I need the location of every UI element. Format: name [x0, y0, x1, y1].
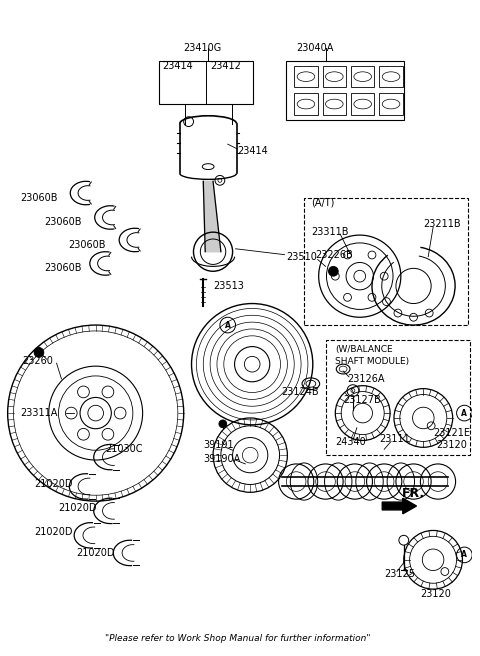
Text: 23120: 23120: [436, 440, 467, 451]
Text: 23211B: 23211B: [423, 219, 461, 230]
Text: 23412: 23412: [210, 61, 241, 71]
Bar: [379, 93, 403, 115]
Text: 21020D: 21020D: [76, 548, 115, 558]
Text: 39191: 39191: [203, 440, 234, 451]
Text: 23124B: 23124B: [281, 386, 319, 397]
Text: 21020D: 21020D: [34, 527, 72, 537]
Bar: [325, 340, 470, 455]
Bar: [159, 61, 253, 104]
Text: 23060B: 23060B: [44, 263, 81, 274]
Text: (W/BALANCE: (W/BALANCE: [336, 345, 393, 354]
Bar: [304, 198, 468, 325]
Bar: [323, 66, 346, 87]
Text: A: A: [225, 321, 231, 329]
Text: 39190A: 39190A: [203, 454, 240, 464]
Text: 23121E: 23121E: [433, 428, 470, 438]
Text: 23127B: 23127B: [343, 396, 381, 405]
FancyArrow shape: [382, 498, 417, 514]
Bar: [351, 93, 374, 115]
Text: 21020D: 21020D: [34, 478, 72, 489]
Text: 23126A: 23126A: [347, 374, 384, 384]
Circle shape: [34, 348, 44, 358]
Circle shape: [219, 420, 227, 428]
Text: A: A: [461, 409, 468, 418]
Text: 23125: 23125: [384, 569, 415, 579]
Bar: [294, 93, 318, 115]
Text: 23513: 23513: [213, 281, 244, 291]
Text: 23226B: 23226B: [316, 250, 353, 260]
Text: 23260: 23260: [23, 356, 53, 366]
Text: A: A: [461, 550, 468, 560]
Text: 23040A: 23040A: [296, 43, 334, 53]
Text: 23060B: 23060B: [44, 217, 81, 228]
Text: (A/T): (A/T): [311, 198, 334, 208]
Bar: [351, 66, 374, 87]
Text: 24340: 24340: [336, 438, 366, 447]
Text: 23060B: 23060B: [20, 193, 58, 203]
Text: 23410G: 23410G: [184, 43, 222, 53]
Bar: [294, 66, 318, 87]
Text: FR.: FR.: [402, 487, 425, 500]
Text: 23311B: 23311B: [311, 227, 348, 237]
Text: 21030C: 21030C: [106, 444, 143, 454]
Text: 23414: 23414: [162, 61, 193, 71]
Bar: [379, 66, 403, 87]
Circle shape: [328, 266, 338, 276]
Text: 23111: 23111: [379, 434, 410, 445]
Polygon shape: [203, 181, 221, 252]
Text: 23510: 23510: [287, 252, 317, 262]
Text: 21020D: 21020D: [59, 503, 97, 513]
Text: 23060B: 23060B: [68, 240, 106, 250]
Text: 23120: 23120: [420, 589, 451, 599]
Text: "Please refer to Work Shop Manual for further information": "Please refer to Work Shop Manual for fu…: [105, 634, 370, 642]
Bar: [323, 93, 346, 115]
Bar: [287, 61, 404, 119]
Text: 23414: 23414: [238, 146, 268, 156]
Text: SHAFT MODULE): SHAFT MODULE): [336, 357, 409, 366]
Text: 23311A: 23311A: [20, 408, 58, 418]
